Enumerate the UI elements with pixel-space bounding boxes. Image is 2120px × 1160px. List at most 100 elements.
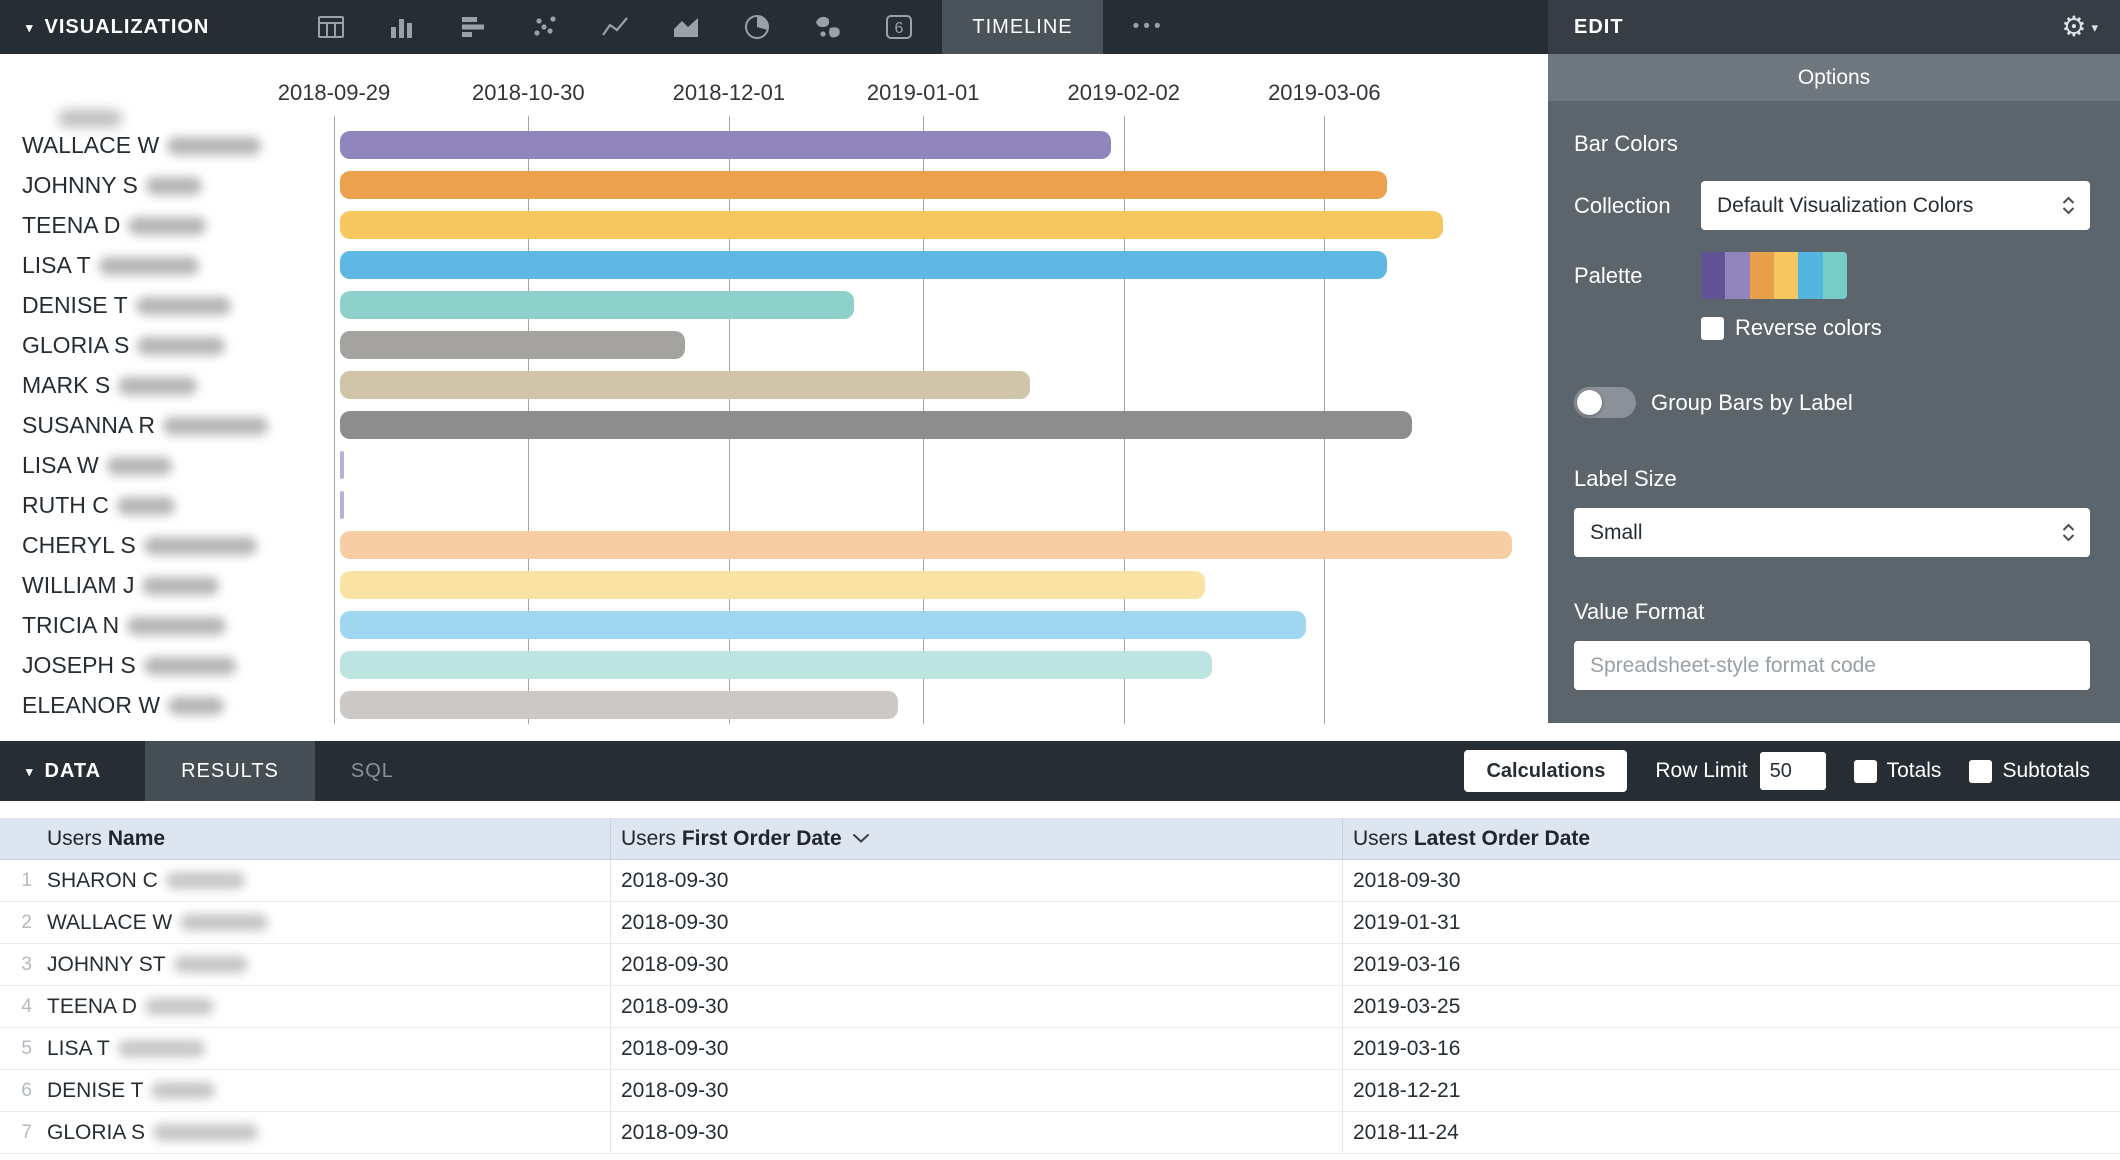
row-label-text: GLORIA S bbox=[22, 332, 130, 358]
timeline-bar[interactable] bbox=[340, 651, 1212, 679]
viz-pie-chart-icon[interactable] bbox=[721, 0, 792, 54]
timeline-bar[interactable] bbox=[340, 251, 1388, 279]
column-header-latest-order-date[interactable]: Users Latest Order Date bbox=[1343, 818, 2120, 859]
collection-value: Default Visualization Colors bbox=[1717, 193, 1974, 217]
column-header-first-order-date[interactable]: Users First Order Date bbox=[611, 818, 1343, 859]
redacted-text bbox=[142, 576, 220, 595]
group-bars-toggle[interactable] bbox=[1574, 387, 1636, 418]
timeline-bar[interactable] bbox=[340, 531, 1513, 559]
viz-line-chart-icon[interactable] bbox=[579, 0, 650, 54]
timeline-bar[interactable] bbox=[340, 571, 1206, 599]
viz-map-icon[interactable] bbox=[792, 0, 863, 54]
subtotals-checkbox[interactable] bbox=[1969, 759, 1993, 783]
timeline-row-label: DENISE T bbox=[22, 290, 231, 321]
table-row: 7 GLORIA S 2018-09-30 2018-11-24 bbox=[0, 1112, 2120, 1154]
tab-options[interactable]: Options bbox=[1548, 54, 2120, 101]
timeline-bar[interactable] bbox=[340, 611, 1306, 639]
first-order-date-cell: 2018-09-30 bbox=[611, 902, 1343, 943]
redacted-text bbox=[116, 496, 175, 515]
viz-table-icon[interactable] bbox=[295, 0, 366, 54]
palette-row: Palette bbox=[1574, 252, 2090, 299]
row-label-text: ELEANOR W bbox=[22, 692, 161, 718]
timeline-row-label: CHERYL S bbox=[22, 530, 257, 561]
svg-text:6: 6 bbox=[894, 20, 903, 37]
timeline-bar[interactable] bbox=[340, 331, 685, 359]
timeline-bar[interactable] bbox=[340, 171, 1388, 199]
latest-order-date-cell: 2018-11-24 bbox=[1353, 1120, 1459, 1144]
first-order-date-cell: 2018-09-30 bbox=[611, 944, 1343, 985]
gridline bbox=[334, 116, 335, 724]
tab-sql[interactable]: SQL bbox=[350, 759, 394, 782]
timeline-bar[interactable] bbox=[340, 491, 345, 519]
timeline-bar[interactable] bbox=[340, 291, 855, 319]
row-label-text: LISA W bbox=[22, 452, 99, 478]
timeline-bar[interactable] bbox=[340, 131, 1112, 159]
toggle-knob bbox=[1577, 390, 1602, 415]
totals-checkbox[interactable] bbox=[1853, 759, 1877, 783]
redacted-text bbox=[173, 956, 248, 973]
first-order-date-cell: 2018-09-30 bbox=[611, 860, 1343, 901]
timeline-bar[interactable] bbox=[340, 211, 1444, 239]
name-cell: 1 SHARON C bbox=[0, 860, 611, 901]
name-cell: 6 DENISE T bbox=[0, 1070, 611, 1111]
column-view-name: Users bbox=[47, 826, 102, 850]
edit-panel: EDIT ⚙ ▾ Options Bar Colors Collection D… bbox=[1548, 0, 2120, 723]
subtotals-label: Subtotals bbox=[2002, 759, 2090, 782]
label-size-value: Small bbox=[1590, 520, 1643, 544]
timeline-row-label: GLORIA S bbox=[22, 330, 226, 361]
table-row: 2 WALLACE W 2018-09-30 2019-01-31 bbox=[0, 902, 2120, 944]
timeline-row-label: WALLACE W bbox=[22, 130, 262, 161]
viz-bar-chart-icon[interactable] bbox=[437, 0, 508, 54]
data-bar: ▾ DATA RESULTS SQL Calculations Row Limi… bbox=[0, 741, 2120, 801]
column-header-name[interactable]: Users Name bbox=[0, 818, 611, 859]
redacted-text bbox=[180, 914, 269, 931]
column-field-name: Name bbox=[107, 826, 166, 850]
tab-results[interactable]: RESULTS bbox=[145, 741, 315, 801]
timeline-bar[interactable] bbox=[340, 411, 1413, 439]
redacted-text bbox=[137, 336, 226, 355]
table-row: 3 JOHNNY ST 2018-09-30 2019-03-16 bbox=[0, 944, 2120, 986]
palette-swatch bbox=[1749, 252, 1774, 299]
row-limit-input[interactable] bbox=[1759, 752, 1826, 790]
row-number: 4 bbox=[21, 995, 32, 1017]
redacted-text bbox=[106, 456, 172, 475]
viz-single-value-icon[interactable]: 6 bbox=[863, 0, 934, 54]
timeline-bar[interactable] bbox=[340, 371, 1030, 399]
data-title: DATA bbox=[44, 759, 102, 782]
data-section-toggle[interactable]: ▾ DATA bbox=[0, 741, 127, 801]
user-name: LISA T bbox=[47, 1036, 110, 1060]
name-cell: 7 GLORIA S bbox=[0, 1112, 611, 1153]
visualization-section-toggle[interactable]: ▾ VISUALIZATION bbox=[0, 0, 235, 54]
value-format-label: Value Format bbox=[1574, 599, 1705, 624]
gear-icon[interactable]: ⚙ ▾ bbox=[2061, 13, 2098, 41]
table-header-row: Users Name Users First Order Date Users … bbox=[0, 818, 2120, 860]
viz-area-chart-icon[interactable] bbox=[650, 0, 721, 54]
calculations-button[interactable]: Calculations bbox=[1464, 750, 1628, 792]
axis-tick-label: 2018-12-01 bbox=[672, 80, 786, 105]
timeline-row-label: MARK S bbox=[22, 370, 198, 401]
edit-panel-title: EDIT bbox=[1574, 15, 1624, 38]
row-number: 6 bbox=[21, 1079, 32, 1101]
redacted-text bbox=[128, 216, 207, 235]
row-number: 5 bbox=[21, 1037, 32, 1059]
palette-picker[interactable] bbox=[1701, 252, 1847, 299]
viz-column-chart-icon[interactable] bbox=[366, 0, 437, 54]
timeline-bar[interactable] bbox=[340, 451, 345, 479]
row-number: 1 bbox=[21, 869, 32, 891]
tab-timeline[interactable]: TIMELINE bbox=[942, 0, 1103, 54]
timeline-bar[interactable] bbox=[340, 691, 899, 719]
collection-label: Collection bbox=[1574, 192, 1671, 218]
viz-scatter-icon[interactable] bbox=[508, 0, 579, 54]
value-format-input[interactable] bbox=[1574, 641, 2090, 690]
more-viz-types-icon[interactable]: ••• bbox=[1132, 16, 1165, 37]
axis-tick-label: 2019-01-01 bbox=[866, 80, 980, 105]
timeline-row-label: LISA W bbox=[22, 450, 172, 481]
reverse-colors-checkbox[interactable] bbox=[1701, 316, 1724, 340]
collection-select[interactable]: Default Visualization Colors bbox=[1701, 181, 2090, 230]
caret-down-icon: ▾ bbox=[2091, 19, 2098, 35]
latest-order-date-cell: 2018-09-30 bbox=[1353, 868, 1461, 892]
label-size-select[interactable]: Small bbox=[1574, 508, 2090, 557]
user-name: SHARON C bbox=[47, 868, 158, 892]
bar-colors-heading: Bar Colors bbox=[1574, 131, 1678, 156]
first-order-date-cell: 2018-09-30 bbox=[611, 986, 1343, 1027]
